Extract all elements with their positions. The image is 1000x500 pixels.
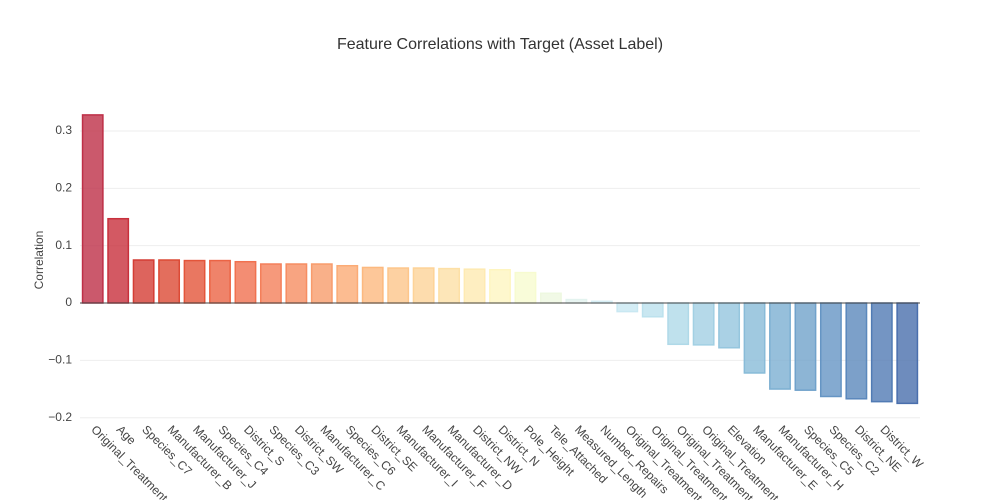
bar [259,263,282,304]
bar [565,298,588,304]
bar [285,263,308,304]
bar [896,302,919,405]
bar [183,259,206,304]
y-tick-label: −0.2 [48,410,72,424]
y-tick-label: −0.1 [48,353,72,367]
bar [769,302,791,390]
bar [616,302,639,313]
bar [107,217,130,304]
bar [438,267,461,304]
bar [412,267,435,304]
bar [718,302,741,349]
bar [387,267,410,304]
bar [692,302,715,346]
bar [132,259,155,304]
bar [641,302,664,318]
bar [361,266,384,304]
y-tick-label: 0.3 [55,123,72,137]
y-axis-label: Correlation [32,231,46,290]
bar [463,268,486,304]
bar [743,302,766,374]
bar [336,264,359,304]
bar [234,260,257,304]
bar [870,302,893,403]
bar [514,271,537,304]
bar [667,302,690,346]
bar [819,302,842,398]
bar [158,259,181,304]
y-tick-label: 0.1 [55,238,72,252]
bar [310,263,333,304]
y-tick-label: 0 [65,295,72,309]
bar [794,302,817,391]
bar [81,114,104,304]
bar [845,302,868,400]
bar [539,292,562,304]
bar [489,268,511,304]
y-tick-label: 0.2 [55,180,72,194]
bar [209,259,231,304]
chart-title: Feature Correlations with Target (Asset … [337,36,663,53]
